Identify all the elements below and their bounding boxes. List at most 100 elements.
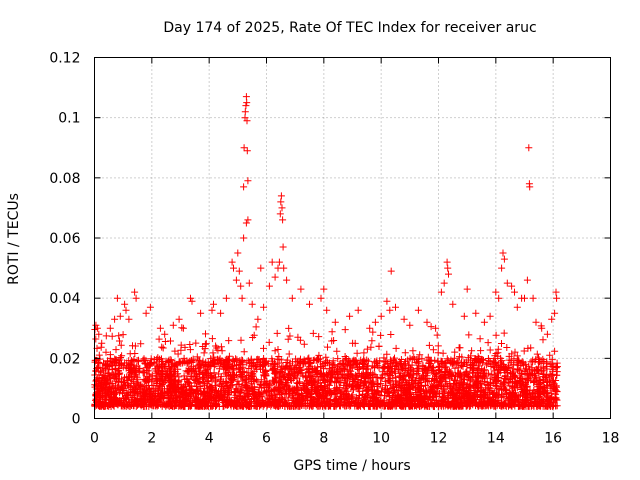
band-point [308, 394, 316, 401]
band-point [143, 393, 151, 401]
band-point [100, 374, 108, 382]
band-point [492, 392, 500, 400]
band-point [215, 370, 223, 378]
data-point [241, 108, 249, 116]
band-point [188, 402, 196, 410]
band-point [353, 402, 361, 410]
band-point [318, 382, 326, 389]
band-point [178, 384, 186, 392]
band-point [504, 379, 512, 387]
band-point [252, 394, 260, 402]
band-point [199, 397, 207, 405]
band-point [265, 388, 273, 395]
band-point [465, 384, 473, 392]
band-point [388, 368, 396, 376]
band-point [92, 335, 100, 343]
y-tick-label: 0.02 [49, 351, 80, 367]
band-point [119, 331, 127, 339]
band-point [498, 340, 505, 347]
band-point [336, 366, 344, 374]
data-point [93, 324, 101, 332]
band-point [428, 377, 436, 385]
y-tick-label: 0 [72, 412, 81, 428]
band-point [339, 360, 347, 368]
band-point [341, 326, 349, 334]
band-point [187, 372, 195, 380]
x-tick-label: 6 [262, 431, 271, 447]
band-point [474, 362, 482, 370]
band-point [400, 392, 408, 399]
data-point [271, 273, 279, 281]
band-point [279, 362, 287, 370]
data-point [523, 276, 531, 284]
band-point [459, 375, 467, 383]
band-point [514, 356, 522, 364]
band-point [288, 387, 296, 395]
band-point [548, 393, 556, 401]
band-point [438, 368, 446, 375]
band-point [194, 356, 202, 364]
band-point [135, 358, 142, 366]
band-point [269, 399, 277, 407]
band-point [511, 383, 519, 391]
data-point [460, 312, 468, 320]
band-point [350, 377, 358, 385]
band-point [355, 384, 363, 392]
band-point [108, 332, 116, 340]
band-point [237, 385, 245, 393]
band-point [325, 370, 333, 378]
band-point [405, 372, 413, 380]
band-point [489, 397, 497, 405]
band-point [165, 403, 173, 410]
band-point [309, 329, 317, 337]
band-point [541, 374, 549, 381]
band-point [498, 357, 506, 365]
band-point [315, 402, 323, 410]
band-point [259, 389, 267, 397]
band-point [407, 366, 415, 374]
band-point [549, 367, 557, 375]
band-point [552, 383, 560, 391]
band-point [421, 369, 429, 377]
band-point [365, 402, 373, 410]
band-point [139, 356, 147, 364]
band-point [147, 355, 155, 363]
band-point [225, 388, 233, 396]
data-point [265, 282, 273, 290]
data-point [275, 258, 283, 266]
band-point [155, 389, 163, 397]
band-point [206, 391, 214, 399]
band-point [522, 383, 530, 391]
data-point [553, 294, 561, 302]
band-point [201, 362, 209, 370]
band-point [500, 329, 508, 337]
band-point [112, 346, 120, 354]
data-point [346, 312, 354, 320]
band-point [96, 391, 104, 399]
band-point [253, 398, 260, 406]
band-point [330, 391, 338, 399]
band-point [217, 382, 225, 390]
band-point [347, 370, 355, 378]
band-point [425, 359, 433, 367]
band-point [207, 362, 215, 369]
band-point [521, 396, 529, 403]
band-point [451, 348, 459, 356]
data-point [511, 288, 518, 296]
band-point [485, 357, 493, 365]
band-point [425, 341, 433, 349]
data-point [423, 318, 431, 326]
band-point [298, 392, 306, 400]
band-point [219, 403, 227, 410]
band-point [212, 382, 220, 390]
band-point [330, 402, 338, 410]
band-point [250, 367, 258, 375]
band-point [185, 389, 193, 397]
band-point [106, 385, 114, 393]
band-point [217, 343, 225, 351]
band-point [118, 352, 126, 360]
data-point [288, 294, 296, 302]
data-point [222, 294, 230, 302]
band-point [456, 369, 464, 377]
band-point [324, 343, 331, 351]
